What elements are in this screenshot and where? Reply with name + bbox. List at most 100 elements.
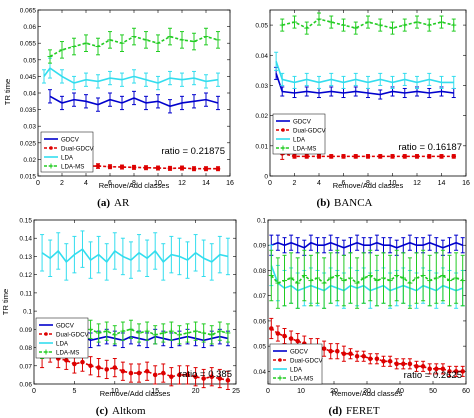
y-tick-label: 0 xyxy=(264,174,268,181)
data-point xyxy=(348,351,353,357)
data-point xyxy=(169,374,174,380)
legend-label: LDA xyxy=(290,366,303,373)
y-tick-label: 0.1 xyxy=(257,218,266,225)
ratio-annotation: ratio = 0.2625 xyxy=(404,370,462,381)
legend-marker xyxy=(49,146,53,150)
data-point xyxy=(328,348,334,354)
y-tick-label: 0.08 xyxy=(19,345,32,352)
series-lda-ms xyxy=(268,249,466,309)
data-point xyxy=(177,372,182,378)
legend-label: GDCV xyxy=(290,348,309,355)
series-lda xyxy=(42,57,220,91)
legend: GDCV Dual-GDCV LDA LDA-MS xyxy=(269,343,324,385)
legend-label: LDA-MS xyxy=(56,349,79,356)
legend-label: GDCV xyxy=(61,136,80,143)
x-tick-label: 0 xyxy=(268,180,272,187)
y-tick-label: 0.03 xyxy=(255,83,268,90)
data-point xyxy=(316,154,322,159)
y-tick-label: 0.04 xyxy=(23,91,36,98)
data-point xyxy=(152,372,158,378)
data-point xyxy=(292,154,297,159)
ratio-annotation: ratio = 0.21875 xyxy=(161,146,225,157)
x-axis-label: Remove/Add classes xyxy=(332,389,403,398)
data-point xyxy=(131,165,137,170)
series-line xyxy=(270,265,463,292)
caption-name-a: AR xyxy=(114,197,130,209)
x-tick-label: 6 xyxy=(342,180,346,187)
legend-label: Dual-GDCV xyxy=(56,331,90,338)
legend-label: GDCV xyxy=(293,118,312,125)
series-lda-ms xyxy=(47,27,221,64)
x-tick-label: 0 xyxy=(266,388,270,395)
data-point xyxy=(144,368,150,374)
data-point xyxy=(112,365,118,370)
data-point xyxy=(361,353,367,359)
legend-label: Dual-GDCV xyxy=(61,145,95,152)
x-tick-label: 16 xyxy=(226,180,234,187)
y-tick-label: 0.02 xyxy=(23,157,36,164)
caption-letter-d: (d) xyxy=(329,405,343,417)
y-tick-label: 0.1 xyxy=(23,309,32,316)
series-gdcv xyxy=(274,66,456,100)
data-point xyxy=(269,326,274,331)
panel-c: 0 5 10 15 20 25 0.06 0.07 0.08 0.09 0.1 0.11 0.12 0.1… xyxy=(1,218,240,399)
y-tick-label: 0.06 xyxy=(253,318,266,325)
caption-letter-c: (c) xyxy=(96,405,109,417)
caption-name-b: BANCA xyxy=(334,197,373,209)
data-point xyxy=(453,369,459,374)
y-tick-label: 0.11 xyxy=(20,290,33,297)
x-tick-label: 40 xyxy=(396,388,404,395)
y-tick-label: 0.05 xyxy=(253,344,266,351)
y-tick-label: 0.01 xyxy=(255,143,268,150)
data-point xyxy=(426,154,432,159)
x-tick-label: 2 xyxy=(293,180,297,187)
y-tick-label: 0.15 xyxy=(19,218,32,225)
data-point xyxy=(447,369,452,374)
data-point xyxy=(365,154,371,159)
data-point xyxy=(377,154,383,159)
x-axis-label: Remove/Add classes xyxy=(100,389,171,398)
data-point xyxy=(394,361,400,367)
data-point xyxy=(191,166,197,171)
x-tick-label: 50 xyxy=(429,388,437,395)
data-point xyxy=(225,378,231,383)
data-point xyxy=(341,351,347,357)
x-tick-label: 8 xyxy=(132,180,136,187)
data-point xyxy=(368,356,373,362)
data-point xyxy=(167,166,173,171)
x-tick-label: 15 xyxy=(151,388,159,395)
caption-name-c: Altkom xyxy=(112,405,146,417)
series-line xyxy=(41,248,229,264)
data-point xyxy=(209,374,215,380)
data-point xyxy=(401,361,406,367)
data-point xyxy=(107,164,113,170)
x-axis-label: Remove/Add classes xyxy=(333,181,404,190)
data-point xyxy=(381,358,386,364)
data-point xyxy=(179,165,185,171)
data-point xyxy=(203,166,209,171)
y-tick-label: 0.06 xyxy=(23,24,36,31)
y-tick-label: 0.13 xyxy=(19,254,32,261)
data-point xyxy=(321,346,327,351)
data-point xyxy=(328,154,334,159)
data-point xyxy=(434,366,439,372)
data-point xyxy=(215,166,221,171)
data-point xyxy=(427,366,433,372)
data-point xyxy=(275,331,281,336)
data-point xyxy=(451,154,457,159)
series-line xyxy=(282,18,454,30)
series-line xyxy=(275,73,454,96)
y-tick-label: 0.045 xyxy=(20,74,37,81)
data-point xyxy=(460,369,466,374)
data-point xyxy=(217,376,223,381)
legend-marker xyxy=(278,358,282,362)
x-axis-label: Remove/Add classes xyxy=(99,181,170,190)
panel-d: 0 10 20 30 40 50 60 0.04 0.05 0.06 0.07 0.08 0.09 0.1… xyxy=(253,218,470,399)
y-tick-label: 0.035 xyxy=(20,107,37,114)
y-axis-label: TR time xyxy=(1,289,10,315)
y-tick-label: 0.07 xyxy=(253,293,266,300)
data-point xyxy=(193,374,198,380)
ratio-annotation: ratio = 0.16187 xyxy=(398,142,462,153)
legend-label: GDCV xyxy=(56,322,75,329)
